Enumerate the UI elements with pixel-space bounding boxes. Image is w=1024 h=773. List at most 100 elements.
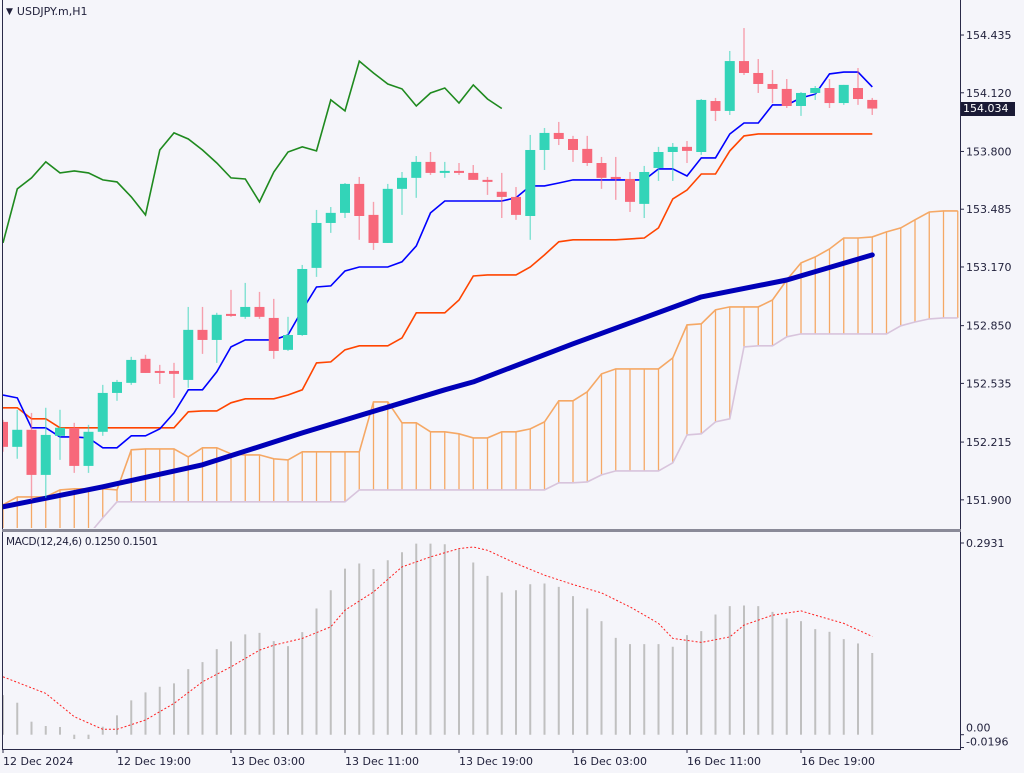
- candle-body: [682, 146, 692, 151]
- candle-body: [653, 152, 664, 168]
- macd-indicator-label: MACD(12,24,6) 0.1250 0.1501: [6, 536, 158, 548]
- candle: [97, 384, 108, 436]
- time-tick-label: 12 Dec 2024: [3, 755, 73, 768]
- candle-body: [411, 161, 422, 178]
- candle: [40, 407, 51, 498]
- candle-body: [268, 317, 279, 351]
- candle-body: [739, 61, 749, 73]
- macd-tick-label: 0.2931: [966, 537, 1005, 550]
- candle-body: [867, 99, 878, 109]
- candle: [425, 152, 436, 175]
- price-tick-label: 151.900: [966, 494, 1012, 507]
- candle-body: [824, 88, 835, 104]
- candle-body: [625, 178, 635, 202]
- candle: [596, 156, 607, 189]
- candle-body: [425, 161, 436, 173]
- candle: [810, 85, 821, 100]
- candle-body: [183, 329, 194, 380]
- candle-body: [340, 183, 350, 213]
- candle-body: [810, 88, 821, 93]
- candle: [468, 165, 479, 180]
- candle-body: [439, 170, 450, 173]
- candle-body: [325, 212, 336, 223]
- moving-average-line: [3, 252, 875, 510]
- candle-body: [482, 179, 493, 182]
- candle-body: [240, 306, 251, 317]
- candle-body: [539, 132, 550, 150]
- candle-body: [112, 381, 122, 393]
- candle-body: [781, 88, 792, 106]
- candle: [482, 176, 493, 195]
- candle-body: [140, 358, 151, 373]
- candle: [454, 163, 464, 175]
- candle-body: [226, 313, 236, 316]
- candle: [268, 298, 279, 359]
- candle-body: [382, 188, 393, 243]
- candle: [639, 165, 650, 219]
- candle: [240, 282, 251, 319]
- candle-body: [83, 431, 94, 466]
- candle-body: [511, 196, 521, 215]
- candle: [682, 141, 692, 164]
- candle-body: [853, 88, 863, 100]
- candle-body: [838, 84, 849, 104]
- candle: [226, 289, 236, 317]
- candle: [796, 92, 806, 116]
- candle: [354, 176, 365, 240]
- senkou-span-a-line: [3, 210, 958, 506]
- candle: [781, 79, 792, 108]
- price-tick-label: 152.215: [966, 436, 1012, 449]
- candle-body: [26, 429, 37, 475]
- price-plot-area[interactable]: [0, 28, 959, 535]
- kijun-sen-line: [3, 133, 873, 429]
- candle-body: [582, 148, 593, 164]
- candle-body: [454, 170, 464, 173]
- candle-body: [97, 392, 108, 432]
- triangle-down-icon[interactable]: ▼: [6, 6, 13, 17]
- candle: [696, 99, 707, 155]
- time-tick-label: 13 Dec 19:00: [459, 755, 533, 768]
- candle: [867, 97, 878, 115]
- symbol-label: USDJPY.m,H1: [16, 5, 88, 18]
- time-tick-label: 16 Dec 19:00: [801, 755, 875, 768]
- candle: [183, 306, 194, 388]
- candle-body: [126, 359, 137, 383]
- time-tick-label: 13 Dec 11:00: [345, 755, 419, 768]
- candle: [69, 422, 80, 473]
- candle-body: [496, 191, 507, 197]
- time-tick-label: 16 Dec 11:00: [687, 755, 761, 768]
- candle: [439, 161, 450, 178]
- candle: [853, 68, 863, 105]
- candle: [610, 156, 621, 200]
- candle-body: [568, 138, 578, 150]
- candle: [625, 171, 635, 212]
- candle: [382, 183, 393, 243]
- candle-body: [3, 421, 8, 447]
- tenkan-sen-line: [3, 71, 873, 449]
- macd-signal-line: [3, 546, 873, 730]
- candle: [340, 182, 350, 219]
- candle-body: [767, 83, 778, 89]
- time-tick-label: 16 Dec 03:00: [573, 755, 647, 768]
- macd-tick-label: -0.0196: [966, 736, 1008, 749]
- candle-body: [311, 222, 322, 268]
- price-tick-label: 153.485: [966, 203, 1012, 216]
- candle-body: [69, 427, 80, 466]
- candle-body: [368, 214, 379, 243]
- candle-body: [197, 329, 208, 340]
- symbol-menu[interactable]: ▼ USDJPY.m,H1: [6, 5, 88, 18]
- axes: 154.435 154.120 153.800 153.485 153.170 152.8…: [2, 29, 1012, 768]
- price-tick-label: 154.120: [966, 87, 1012, 100]
- candle-body: [796, 92, 806, 106]
- candle: [724, 50, 735, 115]
- candle-body: [12, 429, 23, 447]
- macd-tick-label: 0.00: [966, 722, 991, 735]
- macd-plot-area[interactable]: [3, 543, 874, 740]
- candle-body: [40, 434, 51, 475]
- candle: [55, 409, 65, 460]
- candle: [753, 59, 764, 93]
- candle: [254, 291, 265, 319]
- candle: [154, 364, 165, 384]
- candle: [83, 424, 94, 473]
